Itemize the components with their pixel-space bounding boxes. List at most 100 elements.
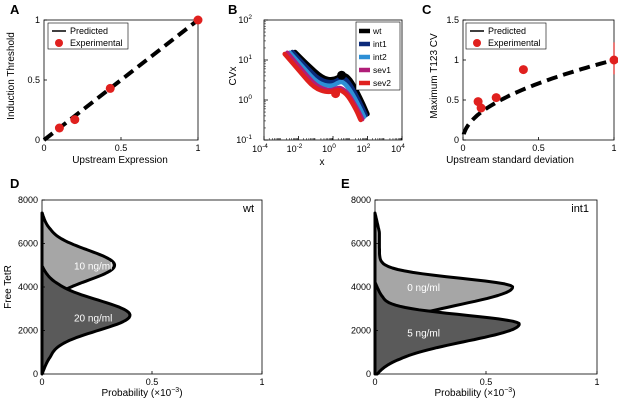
panel-b-xtick-label: 10-4 — [252, 143, 268, 154]
panel-b-ytick-label: 102 — [238, 14, 252, 25]
panel-e-xtick-label: 0.5 — [480, 377, 493, 387]
panel-b-xtick-base: 10 — [322, 144, 332, 154]
panel-c-xlabel: Upstream standard deviation — [446, 155, 574, 166]
panel-c-ytick-label: 0.5 — [446, 95, 459, 105]
panel-c-experimental-point — [476, 103, 486, 113]
panel-b-xtick-base: 10 — [287, 144, 297, 154]
panel-a-experimental-point — [193, 15, 203, 25]
panel-c-xtick-label: 0 — [460, 143, 465, 153]
panel-c-legend-predicted: Predicted — [488, 26, 526, 36]
panel-b-xtick-label: 100 — [322, 143, 336, 154]
panel-d-xlabel-main: Probability (×10 — [101, 388, 171, 399]
panel-e-distribution-1 — [373, 280, 521, 376]
panel-e-xlabel-close: ) — [512, 388, 515, 399]
panel-b-xtick-exp: 2 — [367, 143, 371, 150]
panel-a-label: A — [10, 2, 20, 17]
panel-e-xlabel-sup: −3 — [504, 387, 512, 394]
panel-c-legend-marker-swatch — [473, 39, 481, 47]
panel-b-ytick-exp: 2 — [248, 14, 252, 21]
panel-c-legend-experimental: Experimental — [488, 38, 541, 48]
panel-e-ytick-label: 2000 — [351, 326, 371, 336]
panel-d-xtick-label: 1 — [259, 377, 264, 387]
panel-d-distribution-label: 10 ng/ml — [74, 261, 112, 272]
panel-b-ytick-exp: 1 — [248, 54, 252, 61]
panel-e: E 0 ng/ml 5 ng/ml 0 0.5 1 0 2000 4000 6000 8000 P… — [341, 176, 600, 399]
panel-d-ytick-label: 2000 — [18, 326, 38, 336]
panel-b-ytick-label: 10-1 — [236, 134, 252, 145]
panel-b-ylabel: CVx — [228, 67, 239, 86]
panel-a-legend-marker-swatch — [55, 39, 63, 47]
panel-b-marker-wt — [337, 70, 347, 80]
panel-b-xtick-exp: 4 — [401, 143, 405, 150]
panel-a-ytick-label: 1 — [35, 15, 40, 25]
panel-a-legend-predicted: Predicted — [70, 26, 108, 36]
panel-b-xtick-label: 104 — [391, 143, 405, 154]
panel-e-xtick-label: 0 — [372, 377, 377, 387]
panel-c-ylabel: Maximum T123 CV — [429, 33, 440, 119]
panel-a-xlabel: Upstream Expression — [72, 155, 168, 166]
panel-c-experimental-point — [518, 65, 528, 75]
panel-c-xtick-label: 0.5 — [532, 143, 545, 153]
panel-e-xtick-label: 1 — [594, 377, 599, 387]
panel-b-ytick-base: 10 — [236, 135, 246, 145]
panel-b-xtick-exp: -4 — [262, 143, 268, 150]
panel-c-label: C — [422, 2, 432, 17]
panel-d-label: D — [10, 176, 19, 191]
panel-e-distribution-label: 5 ng/ml — [407, 329, 440, 340]
panel-b-xtick-label: 102 — [357, 143, 371, 154]
panel-e-ytick-label: 8000 — [351, 195, 371, 205]
panel-d-plot: 10 ng/ml 20 ng/ml 0 0.5 1 0 2000 4000 6000 8000 — [18, 195, 265, 387]
panel-e-distribution-label: 0 ng/ml — [407, 283, 440, 294]
panel-b-legend-wt: wt — [372, 26, 382, 36]
panel-e-label: E — [341, 176, 350, 191]
panel-d-distribution-label: 20 ng/ml — [74, 313, 112, 324]
panel-b-ytick-exp: 0 — [248, 94, 252, 101]
panel-b-xtick-base: 10 — [357, 144, 367, 154]
panel-b-ytick-label: 100 — [238, 94, 252, 105]
panel-a-ytick-label: 0 — [35, 135, 40, 145]
panel-c: C 0 0.5 1 0 0.5 1 1.5 Predicted Experimental Ups… — [422, 2, 618, 166]
panel-a-ytick-label: 0.5 — [27, 75, 40, 85]
panel-e-xlabel-main: Probability (×10 — [434, 388, 504, 399]
panel-c-xtick-label: 1 — [611, 143, 616, 153]
panel-a-experimental-point — [105, 83, 115, 93]
panel-b-plot: 10-4 10-2 100 102 10410-1100101102wtint1int2… — [236, 14, 405, 154]
panel-d-xlabel-sup: −3 — [171, 387, 179, 394]
panel-d-xtick-label: 0.5 — [146, 377, 159, 387]
panel-e-annotation: int1 — [571, 203, 589, 215]
panel-b-ytick-label: 101 — [238, 54, 252, 65]
panel-e-ytick-label: 0 — [366, 369, 371, 379]
panel-b-ytick-base: 10 — [238, 55, 248, 65]
panel-b-ytick-exp: -1 — [246, 134, 252, 141]
panel-a-experimental-point — [70, 115, 80, 125]
panel-b-legend-int2: int2 — [373, 52, 387, 62]
panel-d-xlabel-close: ) — [179, 388, 182, 399]
panel-d-annotation: wt — [242, 203, 254, 215]
panel-b-ytick-base: 10 — [238, 95, 248, 105]
panel-c-plot: 0 0.5 1 0 0.5 1 1.5 Predicted Experimental — [446, 15, 618, 153]
panel-b-legend-sev1: sev1 — [373, 65, 391, 75]
panel-e-ytick-label: 4000 — [351, 282, 371, 292]
panel-b-legend-sev2: sev2 — [373, 78, 391, 88]
panel-b-xtick-label: 10-2 — [287, 143, 303, 154]
panel-c-experimental-point — [491, 93, 501, 103]
panel-c-ytick-label: 1.5 — [446, 15, 459, 25]
panel-c-experimental-point — [609, 55, 618, 65]
panel-b-marker-sev2 — [331, 89, 341, 99]
panel-c-ytick-label: 1 — [454, 55, 459, 65]
panel-d-ytick-label: 4000 — [18, 282, 38, 292]
panel-d-ytick-label: 8000 — [18, 195, 38, 205]
panel-d: D 10 ng/ml 20 ng/ml 0 0.5 1 0 2000 4000 6000 8000… — [3, 176, 265, 399]
panel-d-xtick-label: 0 — [39, 377, 44, 387]
panel-a-plot: 0 0.5 1 0 0.5 1 Predicted Experimental — [27, 15, 203, 153]
panel-d-ytick-label: 0 — [33, 369, 38, 379]
panel-d-frame — [41, 199, 263, 375]
panel-a: A 0 0.5 1 0 0.5 1 Predicted Experimental Upstre… — [6, 2, 203, 166]
panel-a-ylabel: Induction Threshold — [6, 32, 17, 120]
panel-d-ylabel: Free TetR — [3, 265, 14, 309]
panel-b-xtick-base: 10 — [391, 144, 401, 154]
panel-b-label: B — [228, 2, 237, 17]
panel-a-legend-experimental: Experimental — [70, 38, 123, 48]
panel-b-xtick-exp: 0 — [332, 143, 336, 150]
